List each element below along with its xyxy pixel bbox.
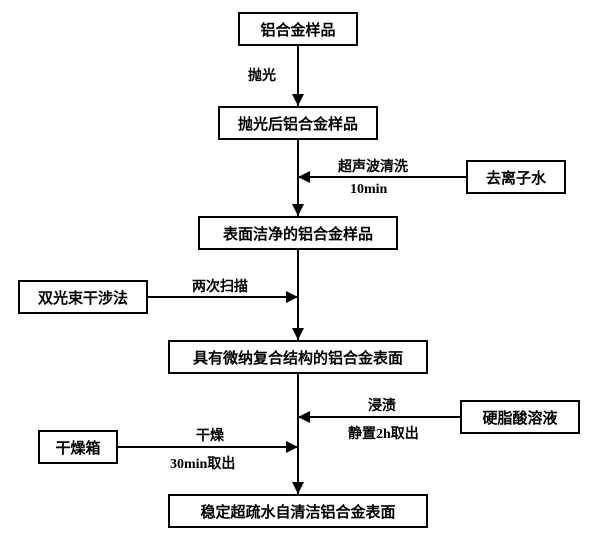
node-n9: 稳定超疏水自清洁铝合金表面 (168, 494, 428, 528)
edge-label: 干燥 (196, 425, 224, 445)
node-n6: 具有微纳复合结构的铝合金表面 (168, 340, 428, 374)
edge-label: 静置2h取出 (348, 423, 419, 443)
edge-label: 30min取出 (170, 453, 235, 473)
edge-label: 两次扫描 (192, 276, 248, 296)
node-n3: 去离子水 (466, 160, 566, 194)
edge-label: 10min (350, 182, 387, 198)
node-n2: 抛光后铝合金样品 (218, 106, 378, 140)
node-n5: 双光束干涉法 (18, 280, 148, 314)
edge-label: 超声波清洗 (338, 156, 408, 176)
node-n4: 表面洁净的铝合金样品 (198, 216, 398, 250)
flowchart-edges (0, 0, 597, 548)
edge-label: 浸渍 (368, 395, 396, 415)
node-n1: 铝合金样品 (238, 12, 358, 46)
node-n7: 硬脂酸溶液 (460, 400, 580, 434)
node-n8: 干燥箱 (38, 430, 118, 464)
edge-label: 抛光 (248, 65, 276, 85)
